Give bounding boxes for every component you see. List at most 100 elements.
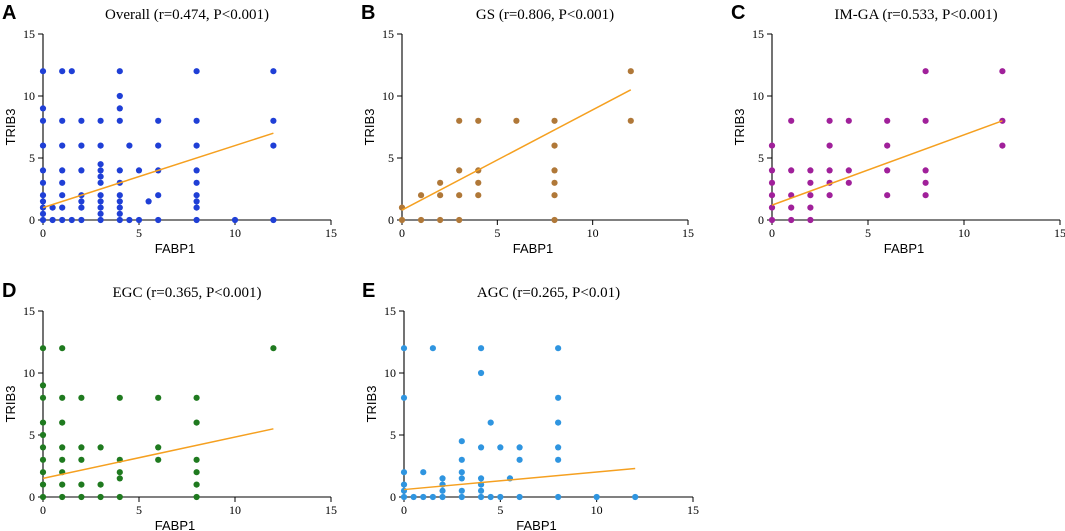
data-point bbox=[78, 167, 85, 174]
data-point bbox=[78, 142, 85, 149]
regression-line bbox=[42, 132, 274, 209]
data-point bbox=[39, 198, 47, 205]
data-point bbox=[97, 173, 104, 180]
y-axis-label: TRIB3 bbox=[362, 109, 377, 146]
data-point bbox=[458, 469, 465, 476]
data-point bbox=[400, 469, 408, 476]
data-point bbox=[78, 216, 85, 224]
data-point bbox=[551, 142, 558, 149]
x-tick-label: 5 bbox=[136, 226, 142, 240]
y-tick-label: 15 bbox=[23, 304, 35, 318]
data-point bbox=[270, 68, 277, 75]
y-tick-label: 0 bbox=[29, 490, 35, 504]
data-point bbox=[632, 493, 639, 501]
data-point bbox=[193, 469, 200, 476]
data-point bbox=[788, 167, 795, 174]
data-point bbox=[116, 469, 123, 476]
data-point bbox=[593, 493, 600, 501]
data-point bbox=[78, 444, 85, 451]
data-point bbox=[39, 68, 47, 75]
data-point bbox=[477, 475, 485, 482]
y-tick-label: 10 bbox=[382, 89, 394, 103]
data-point bbox=[400, 481, 408, 488]
data-point bbox=[116, 394, 123, 401]
data-point bbox=[59, 142, 66, 149]
x-tick-label: 15 bbox=[687, 503, 699, 517]
data-point bbox=[807, 179, 814, 186]
data-point bbox=[555, 493, 562, 501]
panel-letter: C bbox=[731, 2, 745, 24]
data-point bbox=[39, 142, 47, 149]
data-point bbox=[49, 216, 56, 224]
x-tick-label: 0 bbox=[40, 503, 46, 517]
y-tick-label: 15 bbox=[382, 27, 394, 41]
data-point bbox=[135, 216, 143, 224]
data-point bbox=[788, 216, 795, 224]
data-point bbox=[551, 216, 558, 224]
data-point bbox=[97, 179, 104, 186]
data-point bbox=[97, 142, 104, 149]
data-point bbox=[922, 68, 929, 75]
data-point bbox=[39, 469, 47, 476]
y-tick-label: 0 bbox=[390, 490, 396, 504]
data-point bbox=[193, 192, 200, 199]
data-point bbox=[78, 456, 85, 463]
data-point bbox=[155, 117, 162, 124]
data-point bbox=[116, 105, 123, 112]
data-point bbox=[59, 493, 66, 501]
data-point bbox=[768, 192, 776, 199]
data-point bbox=[477, 369, 485, 377]
data-point bbox=[475, 179, 482, 186]
data-point bbox=[826, 167, 833, 174]
data-point bbox=[231, 216, 239, 224]
data-point bbox=[475, 117, 482, 124]
data-point bbox=[768, 179, 776, 186]
y-tick-label: 0 bbox=[388, 213, 394, 227]
data-point bbox=[116, 192, 123, 199]
data-point bbox=[68, 68, 75, 75]
data-point bbox=[97, 481, 104, 488]
data-point bbox=[420, 469, 427, 476]
data-point bbox=[999, 68, 1006, 75]
y-tick-label: 15 bbox=[23, 27, 35, 41]
data-point bbox=[39, 394, 47, 401]
data-point bbox=[193, 481, 200, 488]
panel-letter: B bbox=[361, 2, 375, 24]
data-point bbox=[807, 167, 814, 174]
data-point bbox=[59, 167, 66, 174]
data-point bbox=[437, 179, 444, 186]
y-axis-label: TRIB3 bbox=[3, 386, 18, 423]
x-tick-label: 10 bbox=[587, 226, 599, 240]
data-point bbox=[999, 142, 1006, 149]
data-point bbox=[193, 142, 200, 149]
data-point bbox=[39, 493, 47, 501]
regression-line bbox=[401, 89, 632, 211]
data-point bbox=[78, 394, 85, 401]
y-tick-label: 10 bbox=[384, 366, 396, 380]
data-point bbox=[477, 444, 485, 451]
data-point bbox=[437, 192, 444, 199]
data-point bbox=[516, 456, 523, 463]
data-point bbox=[97, 444, 104, 451]
y-axis-label: TRIB3 bbox=[364, 386, 379, 423]
data-point bbox=[270, 216, 277, 224]
chart-title: GS (r=0.806, P<0.001) bbox=[476, 7, 614, 23]
data-point bbox=[439, 487, 446, 494]
data-point bbox=[807, 204, 814, 211]
data-point bbox=[116, 92, 123, 100]
data-point bbox=[193, 204, 200, 211]
y-tick-label: 10 bbox=[23, 366, 35, 380]
data-point bbox=[458, 487, 465, 494]
data-point bbox=[59, 192, 66, 199]
data-point bbox=[193, 419, 200, 426]
data-point bbox=[59, 419, 66, 426]
data-point bbox=[97, 204, 104, 211]
data-point bbox=[78, 493, 85, 501]
data-point bbox=[477, 345, 485, 352]
data-point bbox=[59, 444, 66, 451]
data-point bbox=[513, 117, 520, 124]
data-point bbox=[417, 192, 425, 199]
data-point bbox=[417, 216, 425, 224]
data-point bbox=[400, 345, 408, 352]
